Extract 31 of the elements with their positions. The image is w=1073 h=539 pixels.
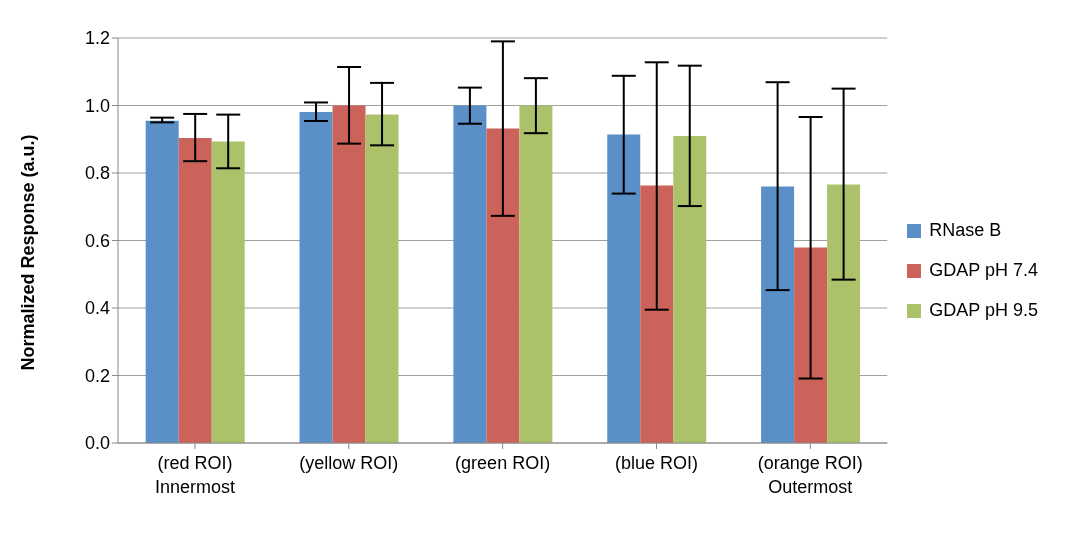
bar xyxy=(332,105,366,443)
x-tick-label: (green ROI) xyxy=(455,453,551,473)
bar xyxy=(519,105,553,443)
y-tick-label: 1.0 xyxy=(84,95,110,116)
y-tick-label: 0.8 xyxy=(84,163,110,184)
bar xyxy=(178,137,212,443)
legend-label: GDAP pH 9.5 xyxy=(929,300,1038,321)
legend-label: RNase B xyxy=(929,220,1002,241)
bar xyxy=(640,185,674,443)
y-tick-label: 0.6 xyxy=(84,230,110,251)
bar xyxy=(145,120,179,443)
bar xyxy=(365,114,399,443)
bar xyxy=(761,186,795,443)
bar xyxy=(827,184,861,443)
y-tick-label: 0.2 xyxy=(84,365,110,386)
bar xyxy=(486,128,520,443)
x-tick-label: (red ROI) Innermost xyxy=(154,453,235,497)
bar xyxy=(453,105,487,443)
bar xyxy=(673,135,707,443)
x-tick-label: (orange ROI) Outermost xyxy=(757,453,863,497)
bar xyxy=(794,247,828,443)
bar xyxy=(211,141,245,443)
y-tick-label: 0.4 xyxy=(84,298,110,319)
y-tick-label: 0.0 xyxy=(84,433,110,454)
y-axis-title: Normalized Response (a.u.) xyxy=(18,134,39,371)
y-tick-label: 1.2 xyxy=(84,28,110,49)
x-tick-label: (yellow ROI) xyxy=(299,453,399,473)
bar xyxy=(299,111,333,443)
bar xyxy=(607,134,641,443)
x-tick-label: (blue ROI) xyxy=(614,453,698,473)
legend-label: GDAP pH 7.4 xyxy=(929,260,1038,281)
